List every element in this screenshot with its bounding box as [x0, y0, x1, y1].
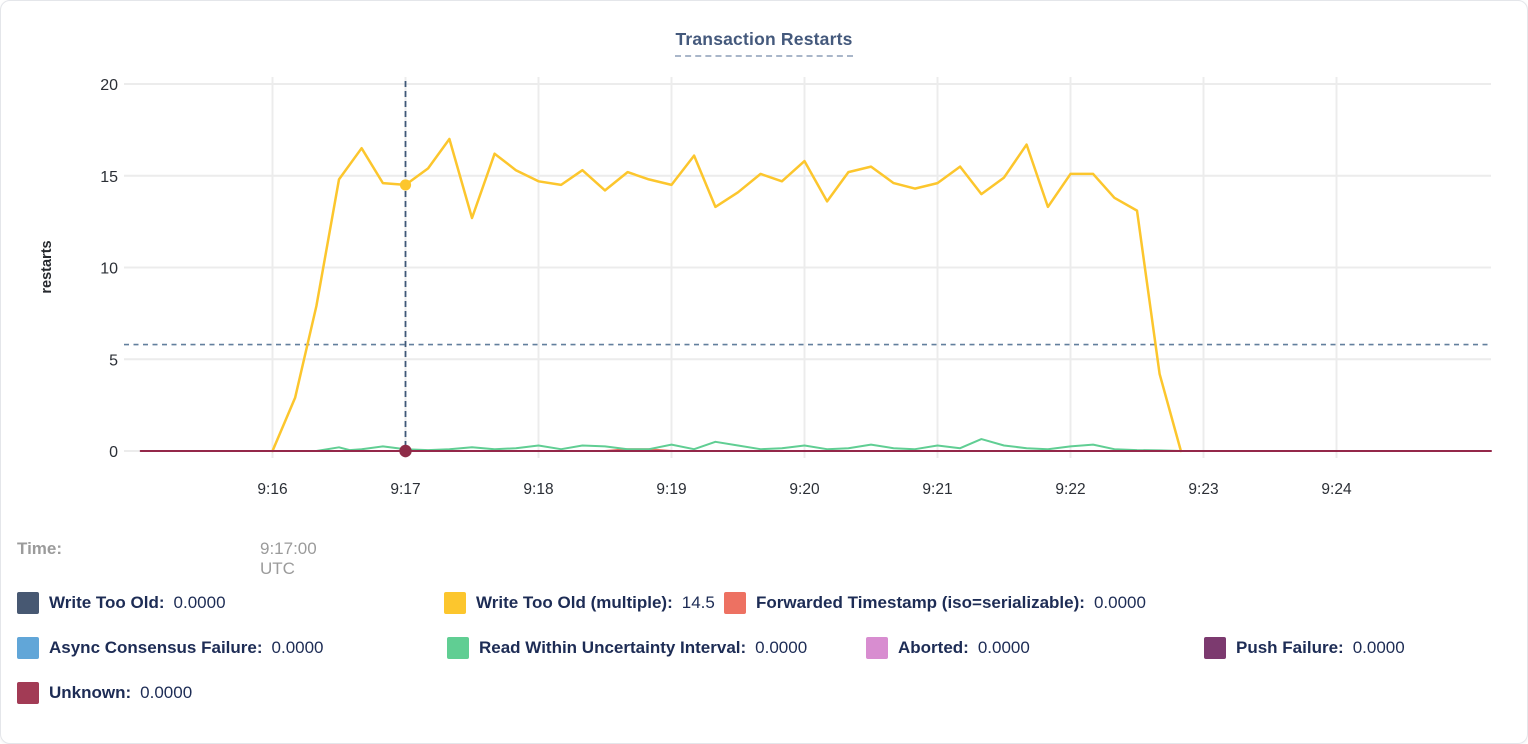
legend-item: Read Within Uncertainty Interval: 0.0000	[447, 637, 807, 659]
legend-value: 0.0000	[140, 683, 193, 702]
x-tick-label: 9:23	[1188, 481, 1218, 498]
legend-swatch-icon	[17, 592, 39, 614]
legend-label: Unknown:	[49, 683, 132, 702]
legend-value: 0.0000	[1352, 638, 1405, 657]
legend-value: 0.0000	[755, 638, 808, 657]
y-tick-label: 10	[100, 261, 118, 278]
legend-item: Write Too Old (multiple): 14.5	[444, 592, 715, 614]
series-line-write-too-old-multiple	[271, 137, 1183, 453]
legend-value: 14.5	[681, 593, 715, 612]
time-value: 9:17:00 UTC	[260, 539, 317, 578]
legend-swatch-icon	[447, 637, 469, 659]
legend-label: Write Too Old:	[49, 593, 165, 612]
x-tick-label: 9:21	[922, 481, 952, 498]
x-tick-label: 9:19	[656, 481, 686, 498]
x-tick-label: 9:18	[523, 481, 553, 498]
legend-item: Async Consensus Failure: 0.0000	[17, 637, 324, 659]
legend-item: Unknown: 0.0000	[17, 682, 192, 704]
legend-label: Push Failure:	[1236, 638, 1344, 657]
x-tick-label: 9:22	[1055, 481, 1085, 498]
legend-swatch-icon	[866, 637, 888, 659]
legend-value: 0.0000	[173, 593, 226, 612]
hover-point-write-too-old-multiple	[399, 179, 412, 191]
legend-item: Forwarded Timestamp (iso=serializable): 0…	[724, 592, 1146, 614]
y-tick-label: 15	[100, 169, 118, 186]
x-tick-label: 9:16	[257, 481, 287, 498]
legend-value: 0.0000	[271, 638, 324, 657]
legend-item: Write Too Old: 0.0000	[17, 592, 226, 614]
legend-value: 0.0000	[977, 638, 1030, 657]
time-label: Time:	[17, 539, 63, 558]
legend-item: Aborted: 0.0000	[866, 637, 1030, 659]
y-tick-label: 0	[109, 444, 118, 461]
x-tick-label: 9:20	[789, 481, 820, 498]
x-tick-label: 9:17	[390, 481, 420, 498]
y-tick-label: 5	[109, 352, 118, 369]
legend-swatch-icon	[1204, 637, 1226, 659]
legend-label: Read Within Uncertainty Interval:	[479, 638, 747, 657]
legend-label: Aborted:	[898, 638, 969, 657]
legend-row-3: Unknown: 0.0000	[1, 682, 1527, 706]
chart-title-row: Transaction Restarts	[1, 29, 1527, 57]
legend-label: Async Consensus Failure:	[49, 638, 263, 657]
hover-point-baseline	[399, 444, 412, 458]
legend-swatch-icon	[17, 637, 39, 659]
legend-swatch-icon	[17, 682, 39, 704]
legend-row-1: Write Too Old: 0.0000 Write Too Old (multi…	[1, 592, 1527, 616]
legend-value: 0.0000	[1093, 593, 1146, 612]
chart-canvas[interactable]: 0 5 10 15 20 9:16 9:17 9:18 9:19 9:20 9:21 9:22 9:23…	[1, 1, 1528, 526]
y-tick-label: 20	[100, 77, 118, 94]
legend-swatch-icon	[444, 592, 466, 614]
legend-swatch-icon	[724, 592, 746, 614]
chart-title[interactable]: Transaction Restarts	[675, 29, 853, 57]
legend-label: Write Too Old (multiple):	[476, 593, 673, 612]
legend-label: Forwarded Timestamp (iso=serializable):	[756, 593, 1085, 612]
legend-row-2: Async Consensus Failure: 0.0000 Read Withi…	[1, 637, 1527, 661]
legend-item: Push Failure: 0.0000	[1204, 637, 1405, 659]
series-line-read-within-uncertainty-interval	[315, 438, 1182, 452]
x-tick-label: 9:24	[1321, 481, 1352, 498]
